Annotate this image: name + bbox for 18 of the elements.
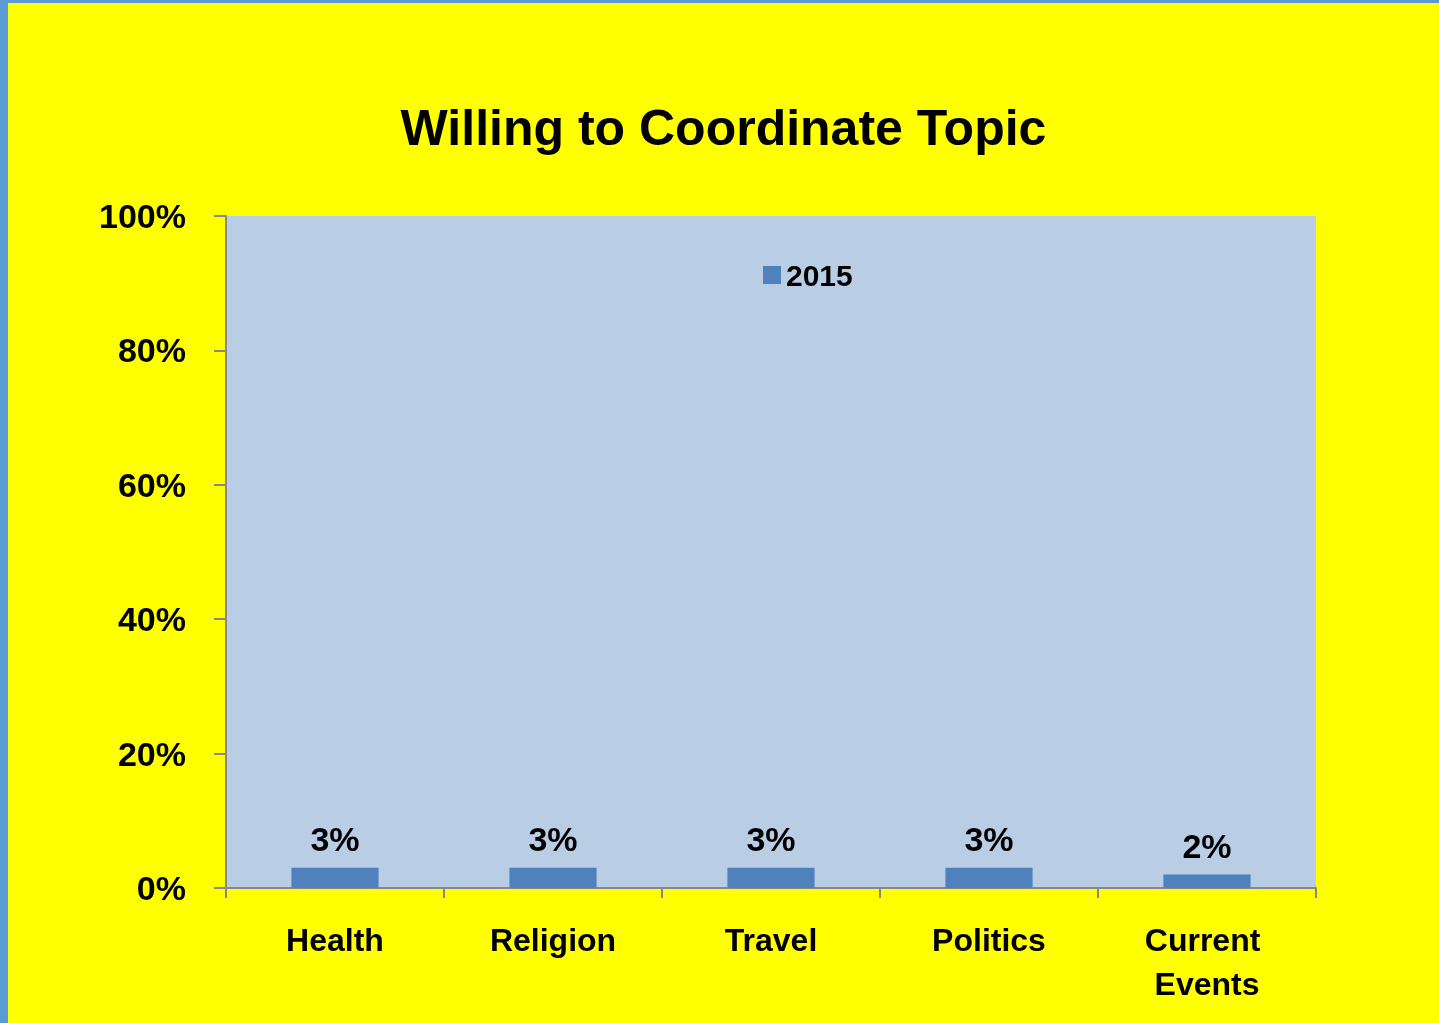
y-tick-label: 0%	[136, 869, 186, 907]
x-tick-label: Religion	[489, 922, 617, 958]
y-tick-label: 60%	[117, 465, 186, 504]
chart-title: Willing to Coordinate Topic	[400, 100, 1047, 156]
data-label: 3%	[746, 819, 796, 858]
data-label: 2%	[1182, 826, 1232, 865]
data-label: 3%	[528, 819, 578, 858]
x-tick-label: Health	[286, 922, 384, 958]
legend-label: 2015	[786, 258, 853, 292]
x-tick-label: Travel	[724, 922, 818, 958]
y-tick-label: 20%	[117, 734, 186, 773]
y-tick-label: 40%	[117, 600, 186, 639]
data-label: 3%	[964, 819, 1014, 858]
x-tick-label: Current Events	[1144, 922, 1270, 1002]
data-label: 3%	[310, 819, 360, 858]
x-tick-label: Politics	[932, 922, 1046, 958]
y-tick-label: 100%	[99, 197, 186, 235]
y-tick-label: 80%	[117, 331, 186, 370]
